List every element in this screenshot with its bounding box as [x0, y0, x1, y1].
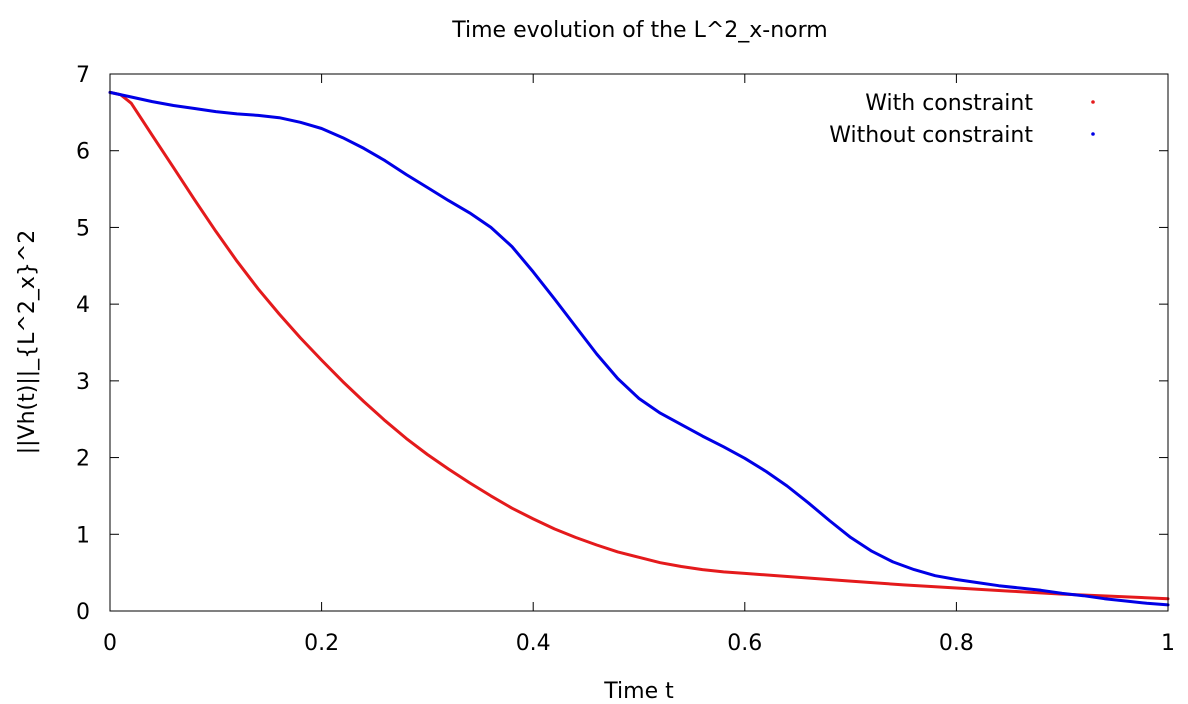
- y-tick-label: 2: [76, 447, 90, 472]
- axis-ticks: 0 0.2 0.4 0.6 0.8 1 0 1 2 3 4 5 6 7: [76, 63, 1175, 656]
- series-line-1: [108, 90, 1170, 601]
- series-line-2: [108, 90, 1170, 607]
- y-tick-label: 7: [76, 63, 90, 88]
- legend-label: With constraint: [865, 91, 1033, 116]
- x-tick-label: 0.8: [939, 631, 974, 656]
- legend-label: Without constraint: [829, 123, 1033, 148]
- x-tick-label: 0.6: [727, 631, 762, 656]
- y-tick-label: 4: [76, 293, 90, 318]
- y-axis-title: ||Vh(t)||_{L^2_x}^2: [15, 230, 40, 455]
- legend: With constraint Without constraint: [829, 91, 1095, 148]
- x-tick-label: 1: [1161, 631, 1175, 656]
- chart-title: Time evolution of the L^2_x-norm: [451, 18, 827, 43]
- plot-frame: [109, 73, 1169, 612]
- x-tick-label: 0.2: [304, 631, 339, 656]
- y-tick-label: 3: [76, 370, 90, 395]
- legend-marker: [1091, 132, 1095, 136]
- x-tick-label: 0: [103, 631, 117, 656]
- y-tick-label: 1: [76, 523, 90, 548]
- series-lines: [108, 90, 1170, 607]
- y-tick-label: 5: [76, 216, 90, 241]
- x-tick-label: 0.4: [516, 631, 551, 656]
- y-tick-label: 0: [76, 600, 90, 625]
- legend-marker: [1091, 100, 1095, 104]
- x-axis-title: Time t: [603, 679, 674, 704]
- y-tick-label: 6: [76, 140, 90, 165]
